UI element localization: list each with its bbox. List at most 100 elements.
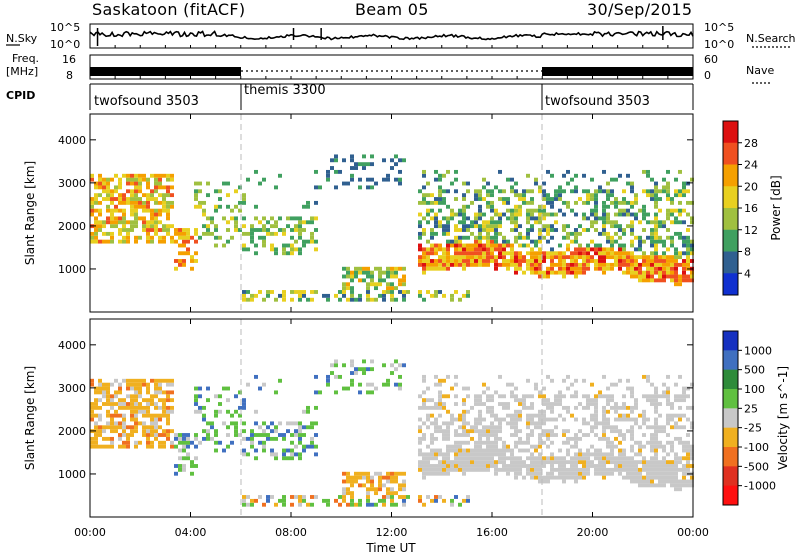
velocity-cell (494, 436, 498, 441)
power-cell (462, 181, 466, 186)
velocity-cell (466, 460, 470, 465)
velocity-cell (474, 460, 478, 465)
velocity-cell (570, 382, 574, 387)
velocity-cell (234, 433, 238, 437)
power-cell (162, 208, 166, 213)
power-cell (686, 181, 690, 186)
velocity-cell (146, 390, 150, 395)
power-cell (326, 173, 330, 178)
velocity-cell (634, 464, 638, 468)
velocity-cell (466, 464, 470, 468)
power-cell (110, 177, 114, 182)
velocity-cell (470, 429, 474, 434)
power-cell (482, 243, 486, 248)
power-cell (618, 247, 622, 252)
power-cell (298, 290, 302, 294)
power-cell (134, 173, 138, 178)
velocity-cell (654, 456, 658, 461)
power-cell (650, 239, 654, 244)
velocity-cell (258, 433, 262, 437)
power-cell (542, 212, 546, 217)
power-cell (522, 197, 526, 201)
power-cell (622, 270, 626, 275)
velocity-cell (90, 402, 94, 406)
velocity-cell (146, 405, 150, 410)
power-cell (562, 173, 566, 178)
power-cell (122, 220, 126, 225)
velocity-cell (386, 378, 390, 383)
velocity-cell (234, 421, 238, 426)
power-cell (526, 220, 530, 225)
power-cell (646, 270, 650, 275)
velocity-cell (150, 440, 154, 445)
velocity-cell (454, 444, 458, 449)
velocity-cell (290, 421, 294, 426)
power-cell (234, 220, 238, 225)
power-cell (682, 189, 686, 194)
velocity-cell (482, 429, 486, 434)
power-cell (342, 290, 346, 294)
power-cell (490, 216, 494, 221)
velocity-cell (162, 409, 166, 414)
velocity-cell (554, 433, 558, 437)
power-cell (482, 185, 486, 190)
velocity-cell (430, 398, 434, 403)
power-cell (482, 235, 486, 240)
power-cell (314, 169, 318, 174)
velocity-cell (670, 479, 674, 484)
velocity-cell (634, 479, 638, 484)
velocity-cell (686, 448, 690, 453)
velocity-cell (454, 456, 458, 461)
velocity-cell (146, 386, 150, 391)
velocity-cell (566, 467, 570, 472)
velocity-cell (226, 386, 230, 391)
power-cell (94, 220, 98, 225)
power-cell (570, 189, 574, 194)
velocity-cell (526, 436, 530, 441)
freq-block-1 (90, 67, 241, 76)
velocity-cell (490, 421, 494, 426)
power-cell (342, 274, 346, 279)
power-cell (490, 239, 494, 244)
freq-block-2 (542, 67, 693, 76)
velocity-cell (654, 475, 658, 480)
power-cell (646, 262, 650, 267)
velocity-cell (130, 433, 134, 437)
velocity-cell (166, 378, 170, 383)
power-cell (382, 270, 386, 275)
power-cell (146, 181, 150, 186)
velocity-cell (586, 471, 590, 476)
velocity-cell (654, 448, 658, 453)
power-cell (382, 278, 386, 283)
power-cell (230, 216, 234, 221)
velocity-cell (194, 444, 198, 449)
power-cell (266, 231, 270, 236)
velocity-cell (334, 374, 338, 379)
velocity-cell (478, 417, 482, 422)
power-cell (298, 293, 302, 298)
velocity-cell (634, 402, 638, 406)
power-cell (246, 297, 250, 302)
power-cell (466, 290, 470, 294)
velocity-cell (210, 425, 214, 430)
velocity-cell (670, 475, 674, 480)
power-cell (542, 235, 546, 240)
power-cell (422, 185, 426, 190)
velocity-cell (266, 495, 270, 499)
power-cell (638, 247, 642, 252)
power-cell (282, 297, 286, 302)
velocity-cell (242, 498, 246, 503)
velocity-cell (538, 444, 542, 449)
velocity-colorbar-frame (722, 330, 739, 506)
velocity-cell (186, 440, 190, 445)
power-cell (574, 231, 578, 236)
velocity-cell (98, 425, 102, 430)
power-cell (430, 259, 434, 263)
velocity-cell (502, 467, 506, 472)
velocity-cell (538, 436, 542, 441)
velocity-cell (482, 390, 486, 395)
velocity-cell (302, 425, 306, 430)
velocity-cell (274, 390, 278, 395)
power-cell (598, 266, 602, 271)
power-cell (122, 193, 126, 198)
